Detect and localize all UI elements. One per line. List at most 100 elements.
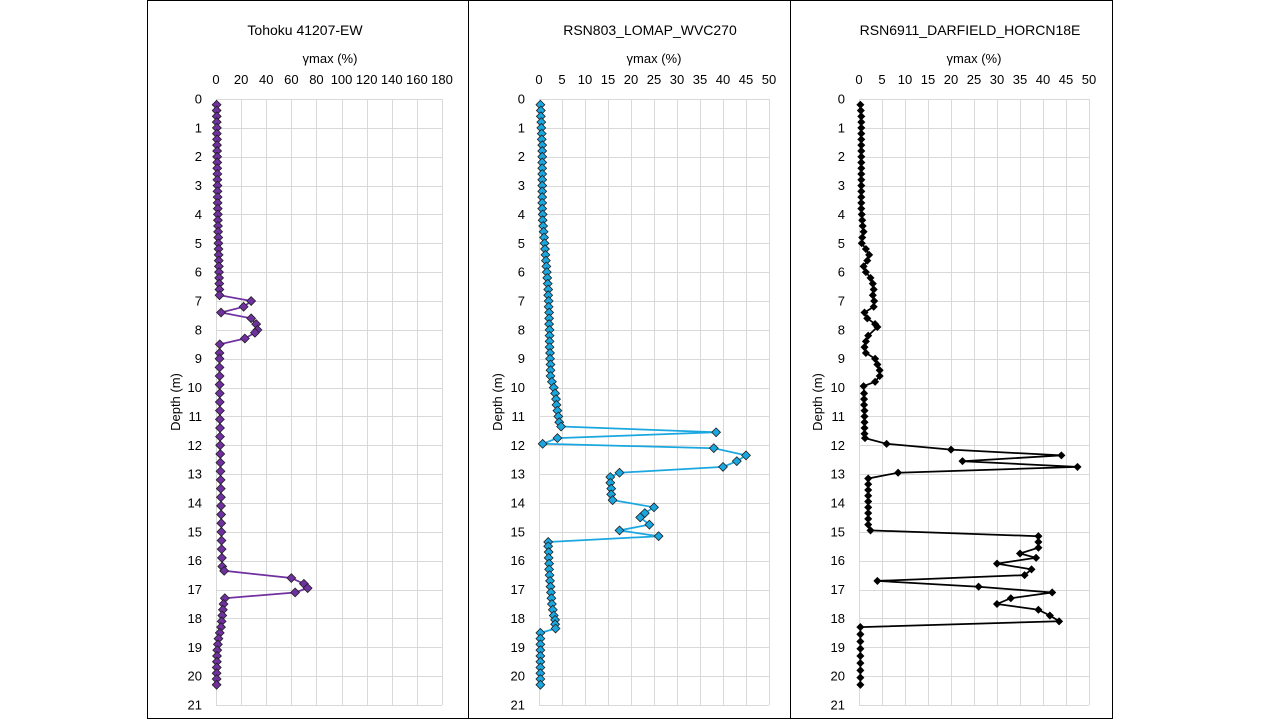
plot-area: 0 20 40 60 80 100 120 140 160 1800123456789101112… — [188, 72, 453, 713]
data-point — [731, 456, 742, 467]
data-point — [873, 576, 882, 585]
y-tick-label: 12 — [511, 438, 525, 453]
y-tick-label: 13 — [188, 467, 202, 482]
x-tick-label: 140 — [381, 72, 403, 87]
y-tick-label: 0 — [838, 92, 845, 107]
x-tick-label: 35 — [693, 72, 707, 87]
x-tick-label: 5 — [878, 72, 885, 87]
x-tick-label: 5 — [558, 72, 565, 87]
x-tick-label: 30 — [990, 72, 1004, 87]
x-tick-label: 50 — [1082, 72, 1096, 87]
data-point — [239, 333, 250, 344]
x-tick-label: 80 — [309, 72, 323, 87]
x-axis-label: γmax (%) — [627, 51, 682, 66]
y-tick-label: 17 — [831, 582, 845, 597]
chart-panel-darfield: RSN6911_DARFIELD_HORCN18E γmax (%) Depth… — [790, 0, 1113, 719]
y-tick-label: 20 — [511, 669, 525, 684]
chart-title: Tohoku 41207-EW — [247, 22, 363, 38]
y-axis-label: Depth (m) — [168, 373, 183, 431]
x-tick-label: 10 — [898, 72, 912, 87]
y-tick-label: 10 — [188, 380, 202, 395]
y-tick-label: 11 — [512, 409, 526, 424]
data-point — [866, 273, 875, 282]
data-point — [216, 552, 227, 563]
y-tick-label: 16 — [188, 553, 202, 568]
data-point — [958, 457, 967, 466]
y-tick-label: 4 — [518, 207, 525, 222]
series-line — [859, 104, 1079, 685]
data-point — [1055, 617, 1064, 626]
data-point — [216, 509, 227, 520]
plot-area: 0 5 10 15 20 25 30 35 40 45 5001234567891011121314… — [511, 72, 777, 713]
series-line — [215, 104, 309, 685]
data-point — [1020, 571, 1029, 580]
data-point — [856, 637, 865, 646]
data-point — [1032, 553, 1041, 562]
y-tick-label: 9 — [195, 351, 202, 366]
data-point — [856, 623, 865, 632]
y-tick-label: 8 — [195, 322, 202, 337]
y-tick-label: 6 — [518, 265, 525, 280]
data-point — [992, 599, 1002, 609]
data-point — [861, 348, 870, 357]
panel-frame — [790, 0, 1113, 719]
y-tick-label: 12 — [831, 438, 845, 453]
y-tick-label: 10 — [511, 380, 525, 395]
y-tick-label: 7 — [195, 294, 202, 309]
y-tick-label: 7 — [838, 294, 845, 309]
data-point — [868, 291, 877, 300]
data-point — [246, 313, 257, 324]
data-point — [215, 457, 226, 468]
y-tick-label: 17 — [188, 582, 202, 597]
x-tick-label: 20 — [624, 72, 638, 87]
data-point — [856, 659, 865, 668]
y-tick-label: 21 — [831, 698, 845, 713]
x-tick-label: 40 — [1036, 72, 1050, 87]
y-tick-label: 12 — [188, 438, 202, 453]
x-tick-label: 120 — [356, 72, 378, 87]
data-point — [1015, 549, 1025, 558]
data-point — [215, 483, 226, 494]
data-point — [992, 559, 1002, 568]
x-tick-label: 35 — [1013, 72, 1027, 87]
y-tick-label: 9 — [838, 351, 845, 366]
y-tick-label: 2 — [195, 149, 202, 164]
y-tick-label: 0 — [518, 92, 525, 107]
y-tick-label: 5 — [195, 236, 202, 251]
y-tick-label: 6 — [195, 265, 202, 280]
y-tick-label: 7 — [518, 294, 525, 309]
y-tick-label: 8 — [518, 322, 525, 337]
data-point — [860, 434, 870, 443]
data-point — [1034, 605, 1043, 614]
y-tick-label: 2 — [518, 149, 525, 164]
data-point — [1034, 543, 1043, 552]
y-tick-label: 11 — [189, 409, 203, 424]
data-point — [249, 327, 260, 338]
y-tick-label: 21 — [511, 698, 525, 713]
data-point — [215, 474, 226, 485]
y-tick-label: 15 — [831, 524, 845, 539]
x-tick-label: 15 — [601, 72, 615, 87]
data-point — [859, 382, 868, 391]
data-point — [871, 354, 880, 363]
data-point — [859, 227, 868, 236]
x-tick-label: 30 — [670, 72, 684, 87]
data-point — [215, 448, 226, 459]
chart-title: RSN803_LOMAP_WVC270 — [563, 22, 737, 38]
y-tick-label: 14 — [511, 496, 525, 511]
data-point — [214, 290, 225, 301]
data-point — [875, 372, 884, 381]
y-tick-label: 1 — [838, 120, 845, 135]
data-point — [1048, 588, 1057, 597]
data-point — [864, 520, 873, 529]
data-point — [635, 512, 646, 523]
x-tick-label: 10 — [578, 72, 592, 87]
data-point — [1006, 594, 1015, 603]
data-point — [535, 679, 546, 690]
data-point — [869, 302, 878, 311]
x-tick-label: 160 — [406, 72, 428, 87]
y-tick-label: 5 — [518, 236, 525, 251]
data-point — [246, 296, 257, 306]
x-tick-label: 0 — [855, 72, 862, 87]
